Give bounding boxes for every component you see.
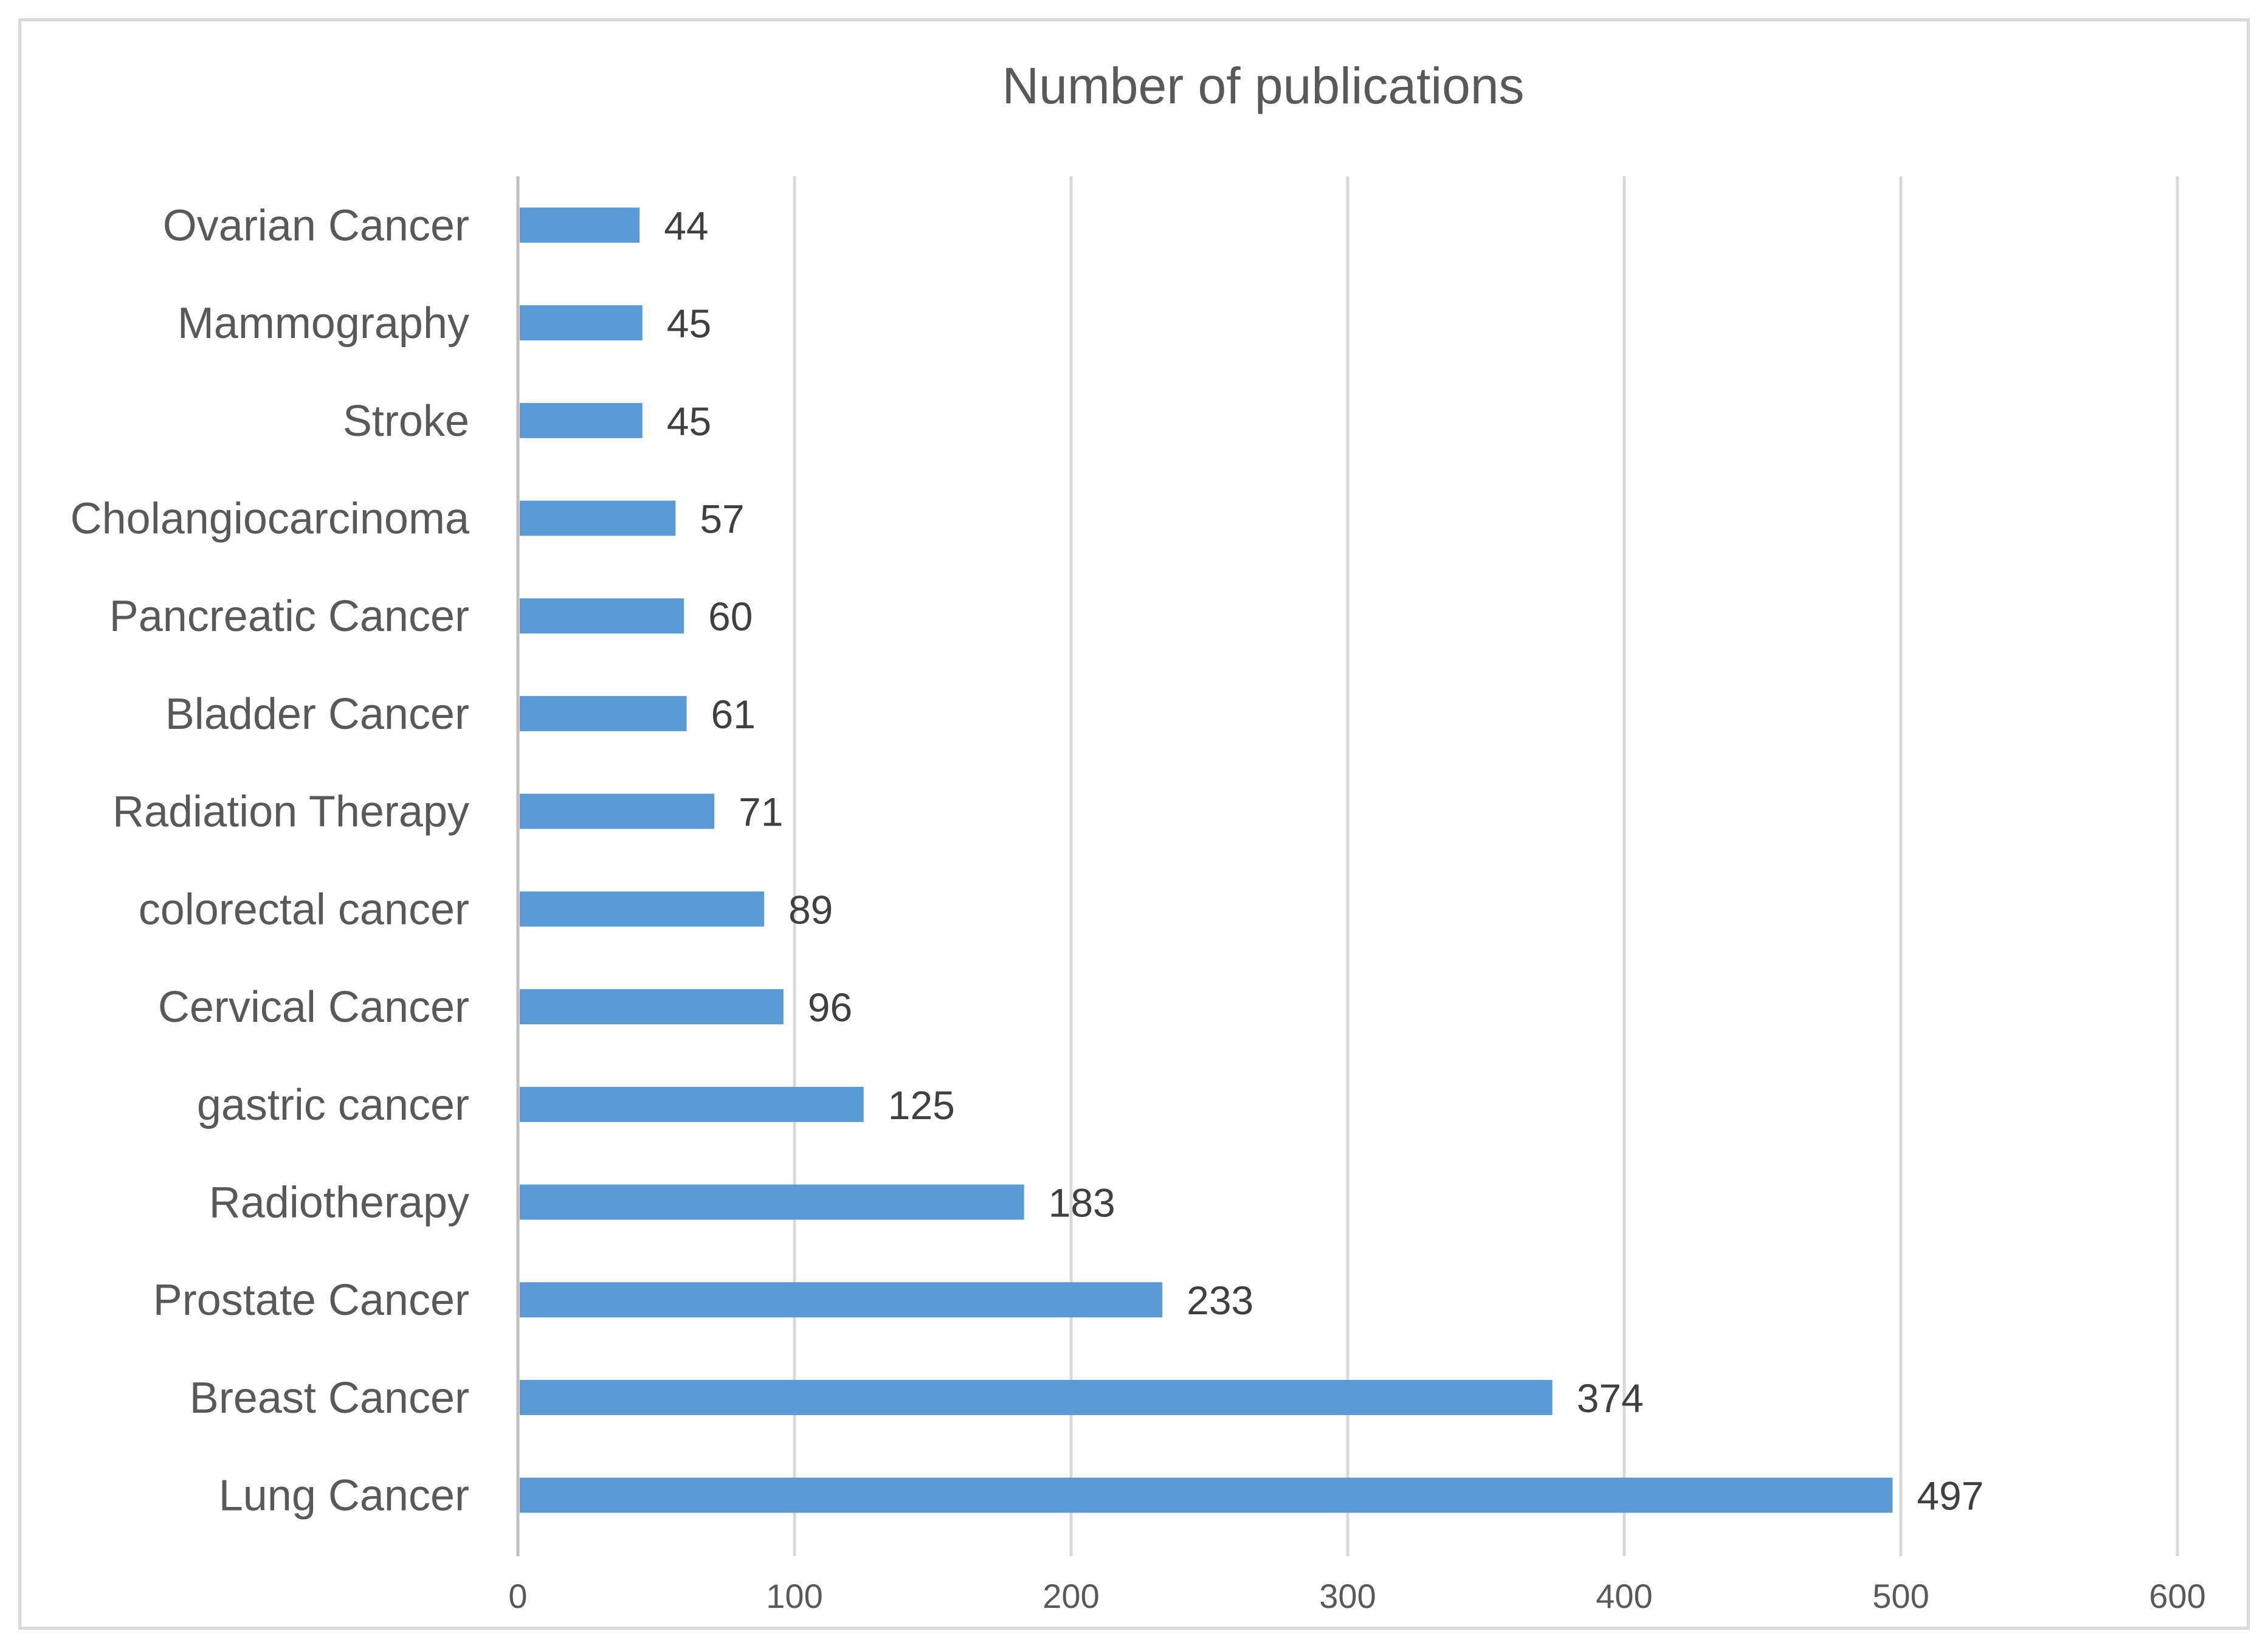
category-labels: Ovarian Cancer Mammography Stroke Cholangio… bbox=[71, 201, 470, 1520]
data-label: 45 bbox=[667, 301, 711, 346]
category-label: colorectal cancer bbox=[139, 885, 469, 934]
data-label: 61 bbox=[711, 692, 756, 737]
x-tick-label: 300 bbox=[1319, 1577, 1376, 1615]
x-tick-label: 500 bbox=[1872, 1577, 1929, 1615]
category-label: Ovarian Cancer bbox=[163, 201, 469, 250]
data-label: 183 bbox=[1049, 1181, 1115, 1226]
bar bbox=[520, 891, 764, 927]
x-tick-label: 600 bbox=[2149, 1577, 2205, 1615]
bar bbox=[520, 793, 715, 829]
data-label: 60 bbox=[708, 594, 753, 639]
chart-frame bbox=[18, 18, 2250, 1630]
x-tick-label: 200 bbox=[1043, 1577, 1099, 1615]
x-tick-label: 100 bbox=[766, 1577, 822, 1615]
bar bbox=[520, 1380, 1553, 1415]
category-label: Cholangiocarcinoma bbox=[71, 495, 470, 543]
data-label: 125 bbox=[888, 1083, 955, 1128]
category-label: Lung Cancer bbox=[219, 1472, 469, 1520]
bar bbox=[520, 598, 684, 634]
category-label: Mammography bbox=[178, 299, 469, 348]
bar bbox=[520, 1282, 1163, 1318]
data-label: 71 bbox=[739, 790, 783, 835]
bar bbox=[520, 402, 643, 438]
bars bbox=[520, 207, 1893, 1513]
x-tick-label: 0 bbox=[508, 1577, 527, 1615]
data-label: 89 bbox=[788, 887, 833, 932]
bar bbox=[520, 1086, 864, 1122]
category-label: Stroke bbox=[343, 397, 469, 446]
bar bbox=[520, 207, 640, 243]
category-label: Bladder Cancer bbox=[165, 690, 469, 739]
value-labels: 44 45 45 57 60 61 71 89 96 125 183 233 374 497 bbox=[664, 203, 1984, 1518]
x-axis-tick-labels: 0 100 200 300 400 500 600 bbox=[508, 1577, 2205, 1615]
data-label: 497 bbox=[1917, 1474, 1984, 1519]
chart-title: Number of publications bbox=[1002, 57, 1524, 114]
bar bbox=[520, 696, 687, 731]
x-tick-label: 400 bbox=[1596, 1577, 1652, 1615]
category-label: gastric cancer bbox=[197, 1081, 469, 1129]
category-label: Pancreatic Cancer bbox=[109, 592, 469, 641]
gridlines bbox=[516, 176, 2179, 1556]
bar bbox=[520, 989, 784, 1024]
data-label: 96 bbox=[808, 985, 852, 1030]
data-label: 45 bbox=[667, 399, 711, 444]
data-label: 374 bbox=[1577, 1376, 1644, 1421]
category-label: Cervical Cancer bbox=[158, 983, 469, 1032]
category-label: Radiation Therapy bbox=[112, 788, 469, 836]
data-label: 57 bbox=[700, 497, 744, 542]
bar bbox=[520, 1477, 1893, 1513]
data-label: 233 bbox=[1187, 1278, 1253, 1323]
bar bbox=[520, 305, 643, 340]
category-label: Breast Cancer bbox=[190, 1374, 469, 1422]
category-label: Radiotherapy bbox=[209, 1179, 469, 1227]
category-label: Prostate Cancer bbox=[153, 1276, 469, 1325]
bar bbox=[520, 1184, 1024, 1220]
bar bbox=[520, 500, 676, 536]
data-label: 44 bbox=[664, 203, 708, 248]
